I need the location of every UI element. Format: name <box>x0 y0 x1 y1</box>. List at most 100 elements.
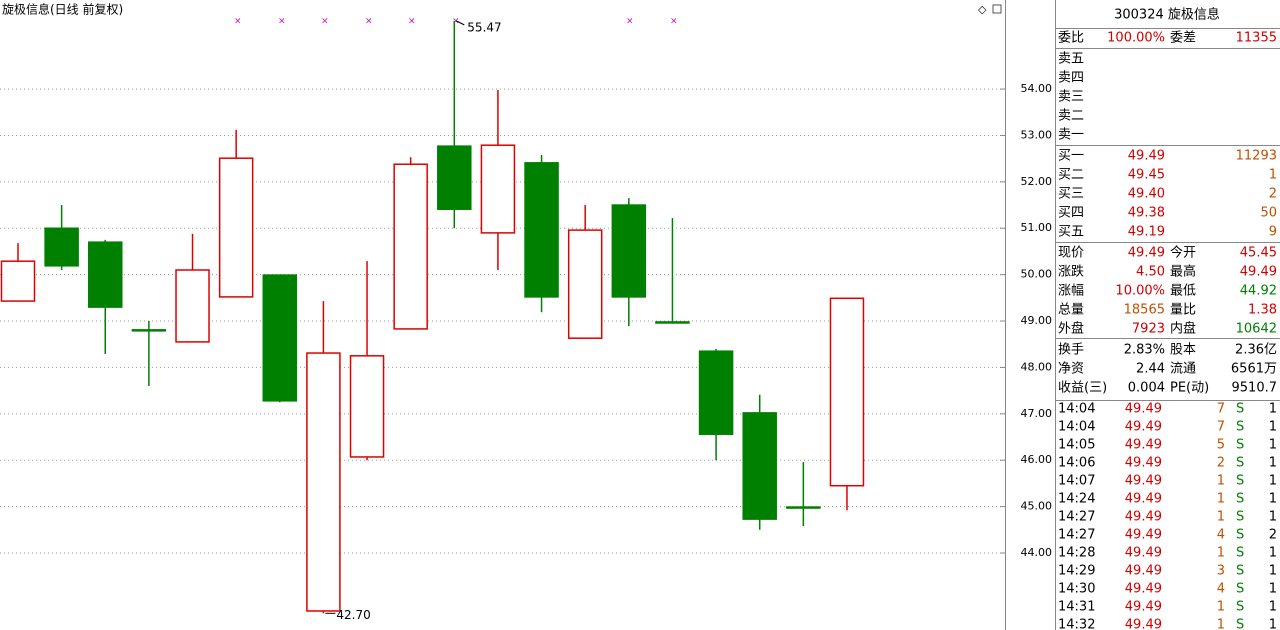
trade-side: S <box>1236 600 1244 615</box>
trade-time: 14:29 <box>1058 564 1095 579</box>
ask-label: 卖二 <box>1058 109 1084 124</box>
trade-time: 14:32 <box>1058 618 1095 630</box>
annotation: 42.70 <box>336 608 370 622</box>
trade-time: 14:06 <box>1058 456 1095 471</box>
bid-price: 49.45 <box>1128 168 1165 183</box>
trade-price: 49.49 <box>1125 600 1162 615</box>
trade-price: 49.49 <box>1125 420 1162 435</box>
trade-side: S <box>1236 546 1244 561</box>
trade-time: 14:28 <box>1058 546 1095 561</box>
trade-volume: 4 <box>1217 528 1225 543</box>
ask-label: 卖一 <box>1058 128 1084 143</box>
event-marker: × <box>626 17 634 27</box>
trade-time: 14:27 <box>1058 528 1095 543</box>
quote-value: 49.49 <box>1128 246 1165 261</box>
bid-volume: 11293 <box>1236 149 1277 164</box>
event-marker: × <box>321 17 329 27</box>
trade-price: 49.49 <box>1125 546 1162 561</box>
trade-side: S <box>1236 618 1244 630</box>
trade-price: 49.49 <box>1125 510 1162 525</box>
chart-title: 旋极信息(日线 前复权) <box>2 2 123 17</box>
trade-count: 1 <box>1269 420 1277 435</box>
trade-volume: 1 <box>1217 600 1225 615</box>
bid-volume: 1 <box>1269 168 1277 183</box>
trade-price: 49.49 <box>1125 528 1162 543</box>
ask-label: 卖四 <box>1058 71 1084 86</box>
bid-label: 买五 <box>1058 225 1084 240</box>
trade-volume: 1 <box>1217 492 1225 507</box>
trade-count: 1 <box>1269 582 1277 597</box>
trade-side: S <box>1236 492 1244 507</box>
icon-diamond[interactable]: ◇ <box>978 3 987 16</box>
candle-body <box>44 227 79 267</box>
trade-price: 49.49 <box>1125 402 1162 417</box>
stock-title: 300324 旋极信息 <box>1114 7 1220 23</box>
trade-count: 1 <box>1269 510 1277 525</box>
icon-square[interactable] <box>992 4 1002 14</box>
trade-time: 14:04 <box>1058 420 1095 435</box>
trade-volume: 1 <box>1217 474 1225 489</box>
value: 11355 <box>1236 31 1277 46</box>
trade-time: 14:30 <box>1058 582 1095 597</box>
quote-value: 7923 <box>1132 322 1165 337</box>
trade-side: S <box>1236 402 1244 417</box>
trade-price: 49.49 <box>1125 456 1162 471</box>
quote-label: 总量 <box>1058 303 1084 318</box>
candle-body <box>829 297 865 487</box>
label: 委差 <box>1170 31 1196 46</box>
quote-value: 10642 <box>1236 322 1277 337</box>
quote-value: 49.49 <box>1240 265 1277 280</box>
candle-body <box>786 506 821 509</box>
value: 100.00% <box>1107 31 1165 46</box>
candle-body <box>262 274 298 402</box>
trade-side: S <box>1236 582 1244 597</box>
trade-volume: 1 <box>1217 546 1225 561</box>
trade-volume: 2 <box>1217 456 1225 471</box>
trade-price: 49.49 <box>1125 564 1162 579</box>
y-tick-label: 54.00 <box>1021 82 1053 95</box>
trade-side: S <box>1236 420 1244 435</box>
trade-count: 1 <box>1269 492 1277 507</box>
candle-body <box>611 204 647 298</box>
bid-price: 49.49 <box>1128 149 1165 164</box>
event-marker: × <box>365 17 373 27</box>
trade-time: 14:05 <box>1058 438 1095 453</box>
trade-side: S <box>1236 438 1244 453</box>
candle-body <box>698 350 734 435</box>
quote-label: 今开 <box>1170 245 1196 261</box>
trade-side: S <box>1236 528 1244 543</box>
trade-volume: 7 <box>1217 402 1225 417</box>
bid-label: 买四 <box>1058 206 1084 221</box>
stat-label: 流通 <box>1170 362 1196 377</box>
bid-volume: 50 <box>1260 206 1277 221</box>
quote-value: 4.50 <box>1136 265 1165 280</box>
y-tick-label: 49.00 <box>1021 314 1053 327</box>
y-tick-label: 47.00 <box>1021 407 1053 420</box>
candle-body <box>393 163 428 330</box>
y-tick-label: 52.00 <box>1021 175 1053 188</box>
candle-body <box>742 412 777 520</box>
y-tick-label: 51.00 <box>1021 221 1053 234</box>
trade-time: 14:31 <box>1058 600 1095 615</box>
candle-body <box>306 352 341 612</box>
trade-side: S <box>1236 510 1244 525</box>
trade-side: S <box>1236 564 1244 579</box>
y-tick-label: 45.00 <box>1021 500 1053 513</box>
event-marker: × <box>670 17 678 27</box>
trade-count: 1 <box>1269 456 1277 471</box>
bid-label: 买一 <box>1058 149 1084 164</box>
trade-price: 49.49 <box>1125 492 1162 507</box>
quote-label: 外盘 <box>1058 321 1084 337</box>
bid-label: 买二 <box>1058 168 1084 183</box>
trade-count: 2 <box>1269 528 1277 543</box>
trade-volume: 7 <box>1217 420 1225 435</box>
quote-label: 量比 <box>1170 303 1196 318</box>
trade-volume: 5 <box>1217 438 1225 453</box>
trade-price: 49.49 <box>1125 618 1162 630</box>
candle-body <box>524 162 559 298</box>
annotation-arrow <box>456 20 465 26</box>
candle-body <box>655 321 690 324</box>
stat-value: 6561万 <box>1231 362 1277 377</box>
y-tick-label: 50.00 <box>1021 268 1053 281</box>
